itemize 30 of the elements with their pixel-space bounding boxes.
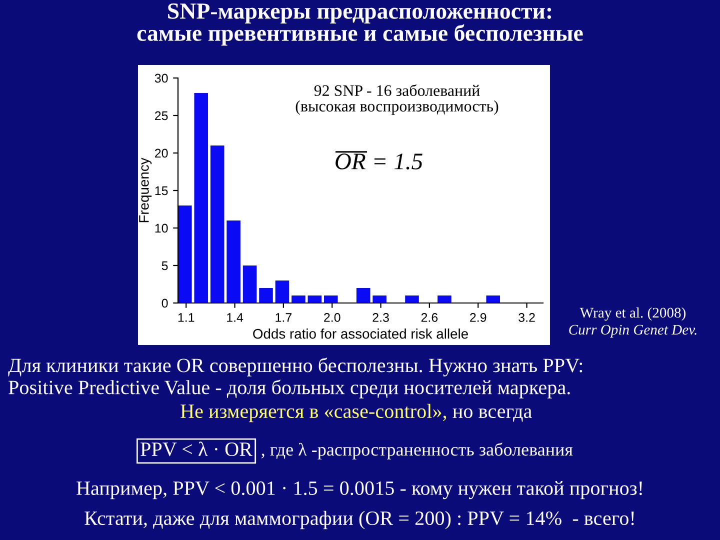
annotation: OR = 1.5	[336, 154, 422, 170]
text: Например, PPV < 0.001 · 1.5 = 0.0015 - кому нужен такой прогноз!	[76, 481, 642, 500]
y-axis-title: Frequency	[139, 158, 152, 222]
x-tick-label: 1.1	[178, 313, 194, 322]
y-tick-label: 25	[155, 111, 168, 120]
x-tick-label: 2.0	[324, 313, 340, 322]
y-tick-label: 30	[154, 74, 168, 83]
x-tick-label: 3.2	[518, 313, 535, 322]
chart-title: SNP-маркеры предрасположенности: самые превентивные и самые бесполезные	[137, 3, 583, 46]
x-tick-label: 2.6	[421, 313, 438, 322]
annotation: 92 SNP - 16 заболеваний (высокая воспроизводимость)	[296, 84, 498, 115]
y-tick-label: 15	[155, 186, 168, 196]
text: Positive Predictive Value - доля больных среди носителей маркера.	[8, 380, 570, 398]
text: Для клиники такие OR совершенно бесполезны. Нужно знать PPV:	[8, 358, 582, 376]
x-axis-title: Odds ratio for associated risk allele	[253, 328, 468, 339]
x-tick-label: 2.9	[470, 313, 486, 322]
text: Кстати, даже для маммографии (OR = 200) : PPV = 14% - всего!	[84, 510, 634, 530]
text: Curr Opin Genet Dev.	[569, 324, 696, 338]
text: но всегда	[452, 408, 532, 422]
x-tick-label: 1.4	[227, 313, 244, 322]
text: , где λ -распространенность заболевания	[262, 442, 573, 460]
y-tick-label: 0	[162, 298, 168, 308]
text: PPV < λ · OR	[140, 442, 253, 456]
text: Wray et al. (2008)	[580, 307, 686, 321]
y-tick-label: 10	[155, 224, 168, 233]
y-tick-label: 20	[155, 148, 168, 158]
x-tick-label: 2.3	[372, 313, 389, 322]
y-tick-label: 5	[162, 261, 168, 270]
text: Не измеряется в «case-control»,	[180, 404, 446, 422]
x-tick-label: 1.7	[276, 313, 292, 322]
